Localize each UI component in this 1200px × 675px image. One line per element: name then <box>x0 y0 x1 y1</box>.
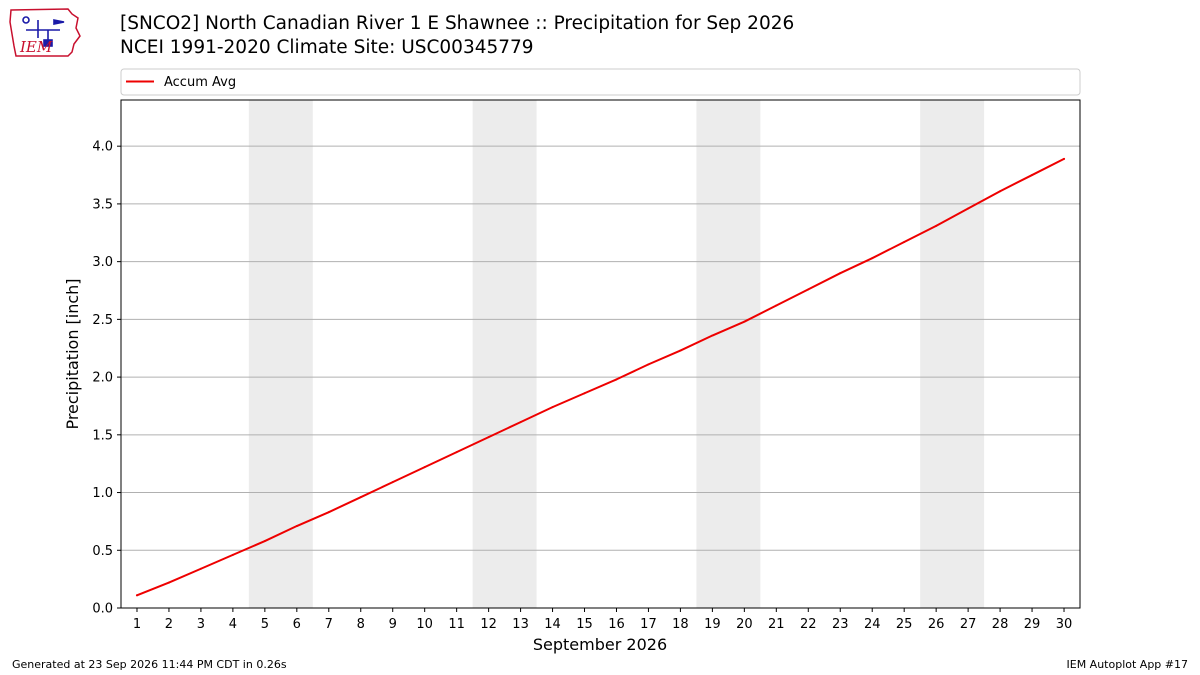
x-tick-label: 27 <box>960 617 977 632</box>
data-point <box>167 581 170 584</box>
weekend-bands <box>248 100 985 608</box>
series-layer <box>135 157 1066 597</box>
y-tick-label: 3.0 <box>92 255 113 270</box>
data-point <box>775 304 778 307</box>
data-point <box>423 466 426 469</box>
y-tick-label: 3.5 <box>92 197 113 212</box>
weekend-band <box>472 100 537 608</box>
plot-area-frame <box>120 99 1081 609</box>
app-footer: IEM Autoplot App #17 <box>1066 658 1189 671</box>
y-tick-label: 4.0 <box>92 140 113 155</box>
y-tick-label: 2.0 <box>92 371 113 386</box>
x-tick-label: 12 <box>480 617 497 632</box>
series-line-accum-avg <box>135 157 1066 597</box>
x-tick-label: 6 <box>293 617 301 632</box>
iowa-outline-shape <box>9 8 81 57</box>
x-tick-label: 29 <box>1024 617 1041 632</box>
title-block: [SNCO2] North Canadian River 1 E Shawnee… <box>120 12 794 60</box>
x-tick-label: 23 <box>832 617 849 632</box>
data-point <box>455 451 458 454</box>
x-tick-label: 2 <box>165 617 173 632</box>
x-axis-label: September 2026 <box>533 635 667 654</box>
x-tick-label: 21 <box>768 617 785 632</box>
data-point <box>839 272 842 275</box>
data-point <box>551 406 554 409</box>
x-tick-label: 17 <box>640 617 657 632</box>
data-point <box>871 257 874 260</box>
x-tick-label: 16 <box>608 617 625 632</box>
y-axis-label: Precipitation [inch] <box>63 278 82 429</box>
x-tick-label: 19 <box>704 617 721 632</box>
x-tick-label: 10 <box>416 617 433 632</box>
weekend-band <box>920 100 985 608</box>
y-tick-label: 0.5 <box>92 544 113 559</box>
data-point <box>711 334 714 337</box>
x-tick-label: 5 <box>261 617 269 632</box>
legend: Accum Avg <box>120 68 1081 96</box>
generated-footer: Generated at 23 Sep 2026 11:44 PM CDT in… <box>12 658 287 671</box>
data-point <box>295 525 298 528</box>
legend-label: Accum Avg <box>164 75 236 90</box>
x-tick-label: 24 <box>864 617 881 632</box>
data-point <box>263 540 266 543</box>
data-point <box>327 511 330 514</box>
data-point <box>743 320 746 323</box>
data-point <box>199 567 202 570</box>
data-point <box>583 392 586 395</box>
data-point <box>935 224 938 227</box>
x-axis: 1 2 3 4 5 6 7 8 9 10 11 12 13 14 15 16 17 18 19 20 21 22 23 24 2… <box>133 608 1072 632</box>
data-point <box>135 594 138 597</box>
x-tick-label: 26 <box>928 617 945 632</box>
y-axis: 0.0 0.5 1.0 1.5 2.0 2.5 3.0 3.5 4.0 <box>92 140 121 617</box>
x-tick-label: 7 <box>325 617 333 632</box>
x-tick-label: 25 <box>896 617 913 632</box>
y-tick-label: 0.0 <box>92 602 113 617</box>
data-point <box>807 288 810 291</box>
x-tick-label: 28 <box>992 617 1009 632</box>
data-point <box>519 421 522 424</box>
x-tick-label: 13 <box>512 617 529 632</box>
iem-logo: IEM <box>9 8 81 57</box>
data-point <box>1063 157 1066 160</box>
y-tick-label: 1.0 <box>92 486 113 501</box>
y-tick-label: 1.5 <box>92 428 113 443</box>
y-tick-label: 2.5 <box>92 313 113 328</box>
legend-box <box>120 68 1081 96</box>
data-point <box>999 190 1002 193</box>
x-tick-label: 30 <box>1056 617 1073 632</box>
data-point <box>903 241 906 244</box>
x-tick-label: 22 <box>800 617 817 632</box>
weather-station-icon <box>22 16 65 47</box>
data-point <box>967 207 970 210</box>
x-tick-label: 4 <box>229 617 237 632</box>
data-point <box>231 553 234 556</box>
x-tick-label: 20 <box>736 617 753 632</box>
data-point <box>1031 174 1034 177</box>
x-tick-label: 11 <box>448 617 465 632</box>
weekend-band <box>248 100 313 608</box>
data-point <box>487 436 490 439</box>
x-tick-label: 18 <box>672 617 689 632</box>
data-point <box>679 349 682 352</box>
data-point <box>647 363 650 366</box>
x-tick-label: 15 <box>576 617 593 632</box>
x-tick-label: 1 <box>133 617 141 632</box>
chart-subtitle: NCEI 1991-2020 Climate Site: USC00345779 <box>120 37 534 58</box>
data-point <box>615 378 618 381</box>
weekend-band <box>696 100 761 608</box>
x-tick-label: 3 <box>197 617 205 632</box>
x-tick-label: 14 <box>544 617 561 632</box>
x-tick-label: 8 <box>357 617 365 632</box>
chart-title: [SNCO2] North Canadian River 1 E Shawnee… <box>120 13 795 34</box>
x-tick-label: 9 <box>389 617 397 632</box>
logo-text: IEM <box>19 38 53 56</box>
data-point <box>391 481 394 484</box>
data-point <box>359 496 362 499</box>
